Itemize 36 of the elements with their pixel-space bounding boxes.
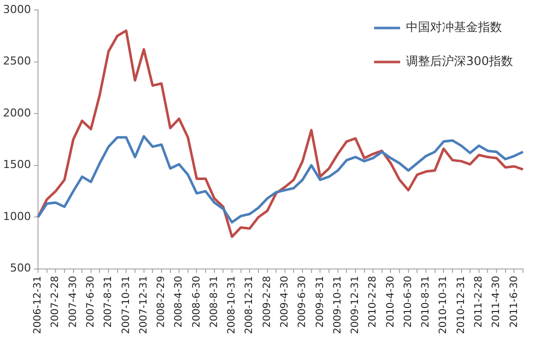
x-tick-label: 2008-8-31 — [208, 276, 220, 328]
x-tick-label: 2009-10-31 — [332, 276, 344, 334]
x-tick-label: 2008-10-31 — [226, 276, 238, 334]
x-tick-label: 2008-6-30 — [191, 276, 202, 328]
x-tick-label: 2010-4-30 — [385, 276, 396, 328]
y-tick-label: 1000 — [2, 210, 31, 223]
x-tick-label: 2007-6-30 — [86, 276, 96, 328]
x-tick-label: 2011-4-30 — [491, 276, 502, 328]
y-tick-label: 3000 — [2, 2, 31, 16]
x-tick-label: 2010-12-31 — [456, 276, 467, 334]
x-tick-label: 2007-10-31 — [120, 276, 132, 334]
legend-label: 调整后沪深300指数 — [406, 54, 513, 68]
x-tick-label: 2009-12-31 — [350, 276, 362, 334]
x-tick-label: 2010-10-31 — [438, 276, 450, 334]
x-tick-label: 2010-2-28 — [368, 276, 379, 328]
y-tick-label: 2500 — [2, 54, 31, 68]
x-tick-label: 2009-8-31 — [314, 276, 326, 328]
x-tick-label: 2009-4-30 — [280, 276, 290, 328]
x-tick-label: 2009-6-30 — [297, 276, 308, 328]
y-tick-label: 500 — [10, 262, 31, 275]
y-tick-label: 2000 — [2, 106, 31, 120]
x-tick-label: 2007-12-31 — [138, 276, 150, 334]
x-tick-label: 2010-8-31 — [420, 276, 432, 328]
legend-label: 中国对冲基金指数 — [406, 20, 502, 34]
x-tick-label: 2007-4-30 — [68, 276, 79, 328]
y-tick-label: 1500 — [2, 158, 31, 172]
x-tick-label: 2008-2-29 — [156, 276, 168, 328]
x-tick-label: 2011-6-30 — [508, 276, 520, 328]
x-tick-label: 2007-8-31 — [103, 276, 114, 328]
x-tick-label: 2007-2-28 — [50, 276, 62, 328]
x-tick-label: 2008-12-31 — [244, 276, 256, 334]
x-tick-label: 2006-12-31 — [32, 276, 44, 334]
x-tick-label: 2010-6-30 — [402, 276, 414, 328]
x-tick-label: 2011-2-28 — [474, 276, 484, 328]
x-tick-label: 2008-4-30 — [174, 276, 185, 328]
x-tick-label: 2009-2-28 — [262, 276, 273, 328]
